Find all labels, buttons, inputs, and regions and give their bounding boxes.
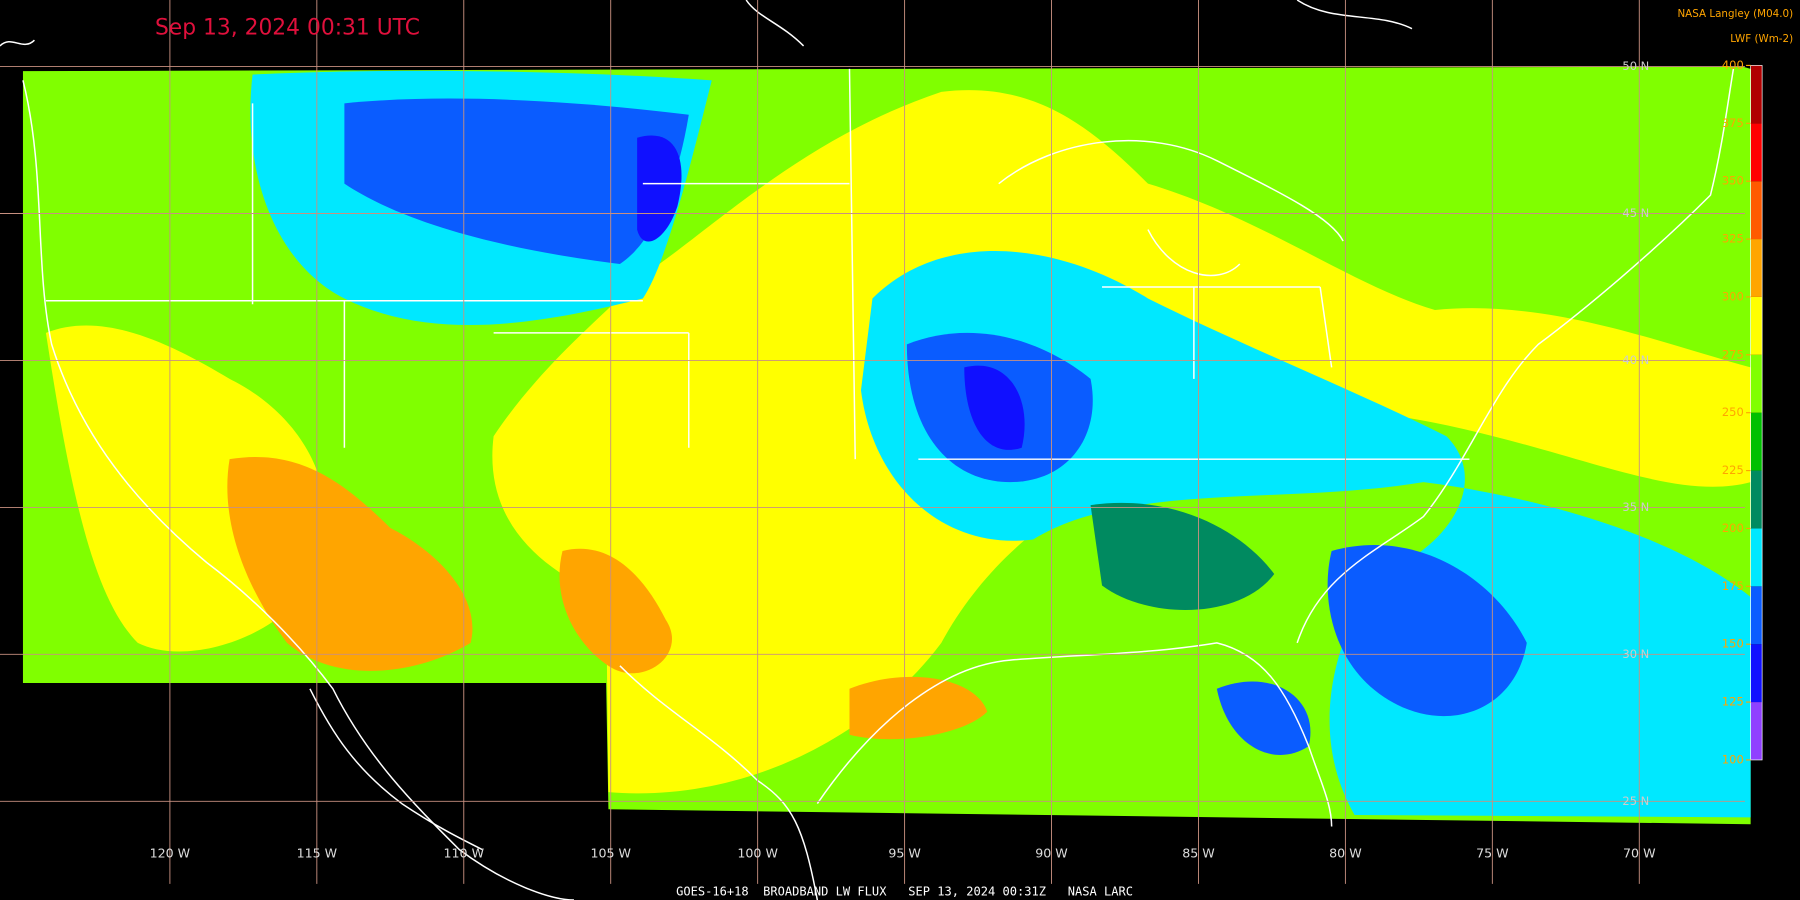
graticule: 120 W 115 W 110 W 105 W 100 W 95 W 90 W 85 W 80 … bbox=[0, 0, 1745, 884]
colorbar-band bbox=[1750, 586, 1763, 645]
footer: GOES-16+18 BROADBAND LW FLUX SEP 13, 202… bbox=[676, 884, 1133, 898]
longitude-label: 110 W bbox=[444, 846, 485, 861]
coastline bbox=[816, 642, 1333, 827]
colorbar: 100 125 150 175 200 225 250 275 300 325 350 375 400 bbox=[1722, 58, 1763, 766]
colorbar-band bbox=[1750, 181, 1763, 240]
latitude-label: 30 N bbox=[1622, 647, 1649, 661]
longitude-label: 115 W bbox=[297, 846, 338, 861]
coastline bbox=[309, 688, 483, 851]
coastline bbox=[0, 0, 1413, 47]
colorbar-tick-label: 100 bbox=[1722, 752, 1744, 766]
colorbar-tick-label: 325 bbox=[1722, 232, 1744, 246]
colorbar-band bbox=[1750, 412, 1763, 471]
colorbar-tick-label: 150 bbox=[1722, 637, 1744, 651]
field-orange bbox=[849, 676, 988, 740]
colorbar-tick-label: 250 bbox=[1722, 405, 1744, 419]
colorbar-title: LWF (Wm-2) bbox=[1730, 33, 1793, 45]
colorbar-band bbox=[1750, 239, 1763, 297]
colorbar-band bbox=[1750, 528, 1763, 587]
longitude-label: 95 W bbox=[888, 846, 921, 861]
lake-shore bbox=[998, 139, 1344, 277]
longitude-label: 75 W bbox=[1476, 846, 1509, 861]
colorbar-band bbox=[1750, 470, 1763, 529]
flux-field bbox=[22, 66, 1751, 825]
field-darkblue bbox=[637, 135, 682, 242]
colorbar-band bbox=[1750, 65, 1763, 124]
colorbar-tick-label: 350 bbox=[1722, 174, 1744, 188]
coastline bbox=[22, 80, 574, 900]
colorbar-tick-label: 200 bbox=[1722, 521, 1744, 535]
latitude-label: 25 N bbox=[1622, 794, 1649, 808]
latitude-label: 50 N bbox=[1622, 59, 1649, 73]
field-darkblue bbox=[964, 365, 1025, 450]
latitude-label: 40 N bbox=[1622, 353, 1649, 367]
colorbar-tick-label: 400 bbox=[1722, 58, 1744, 72]
field-orange bbox=[227, 456, 473, 671]
field-blue bbox=[1327, 545, 1527, 717]
field-blue bbox=[344, 98, 689, 265]
colorbar-tick-label: 275 bbox=[1722, 347, 1744, 361]
colorbar-tick-label: 300 bbox=[1722, 289, 1744, 303]
coastlines bbox=[0, 0, 1735, 900]
colorbar-band bbox=[1750, 644, 1763, 703]
longitude-label: 120 W bbox=[150, 846, 191, 861]
colorbar-band bbox=[1750, 296, 1763, 355]
longitude-label: 90 W bbox=[1035, 846, 1068, 861]
longitude-label: 105 W bbox=[590, 846, 631, 861]
colorbar-tick-label: 125 bbox=[1722, 695, 1744, 709]
colorbar-band bbox=[1750, 123, 1763, 182]
colorbar-band bbox=[1750, 702, 1763, 760]
field-orange bbox=[559, 548, 672, 674]
coastline bbox=[1296, 68, 1735, 644]
colorbar-band bbox=[1750, 354, 1763, 413]
longitude-label: 85 W bbox=[1182, 846, 1215, 861]
colorbar-tick-label: 225 bbox=[1722, 463, 1744, 477]
longitude-label: 100 W bbox=[737, 846, 778, 861]
source-label: NASA Langley (M04.0) bbox=[1677, 8, 1793, 20]
latitude-label: 35 N bbox=[1622, 500, 1649, 514]
state-border bbox=[45, 68, 1470, 460]
map-title: Sep 13, 2024 00:31 UTC bbox=[155, 16, 420, 41]
colorbar-tick-label: 175 bbox=[1722, 579, 1744, 593]
longitude-label: 80 W bbox=[1329, 846, 1362, 861]
colorbar-tick-label: 375 bbox=[1722, 116, 1744, 130]
field-teal bbox=[1090, 502, 1275, 611]
latitude-label: 45 N bbox=[1622, 206, 1649, 220]
longitude-label: 70 W bbox=[1623, 846, 1656, 861]
